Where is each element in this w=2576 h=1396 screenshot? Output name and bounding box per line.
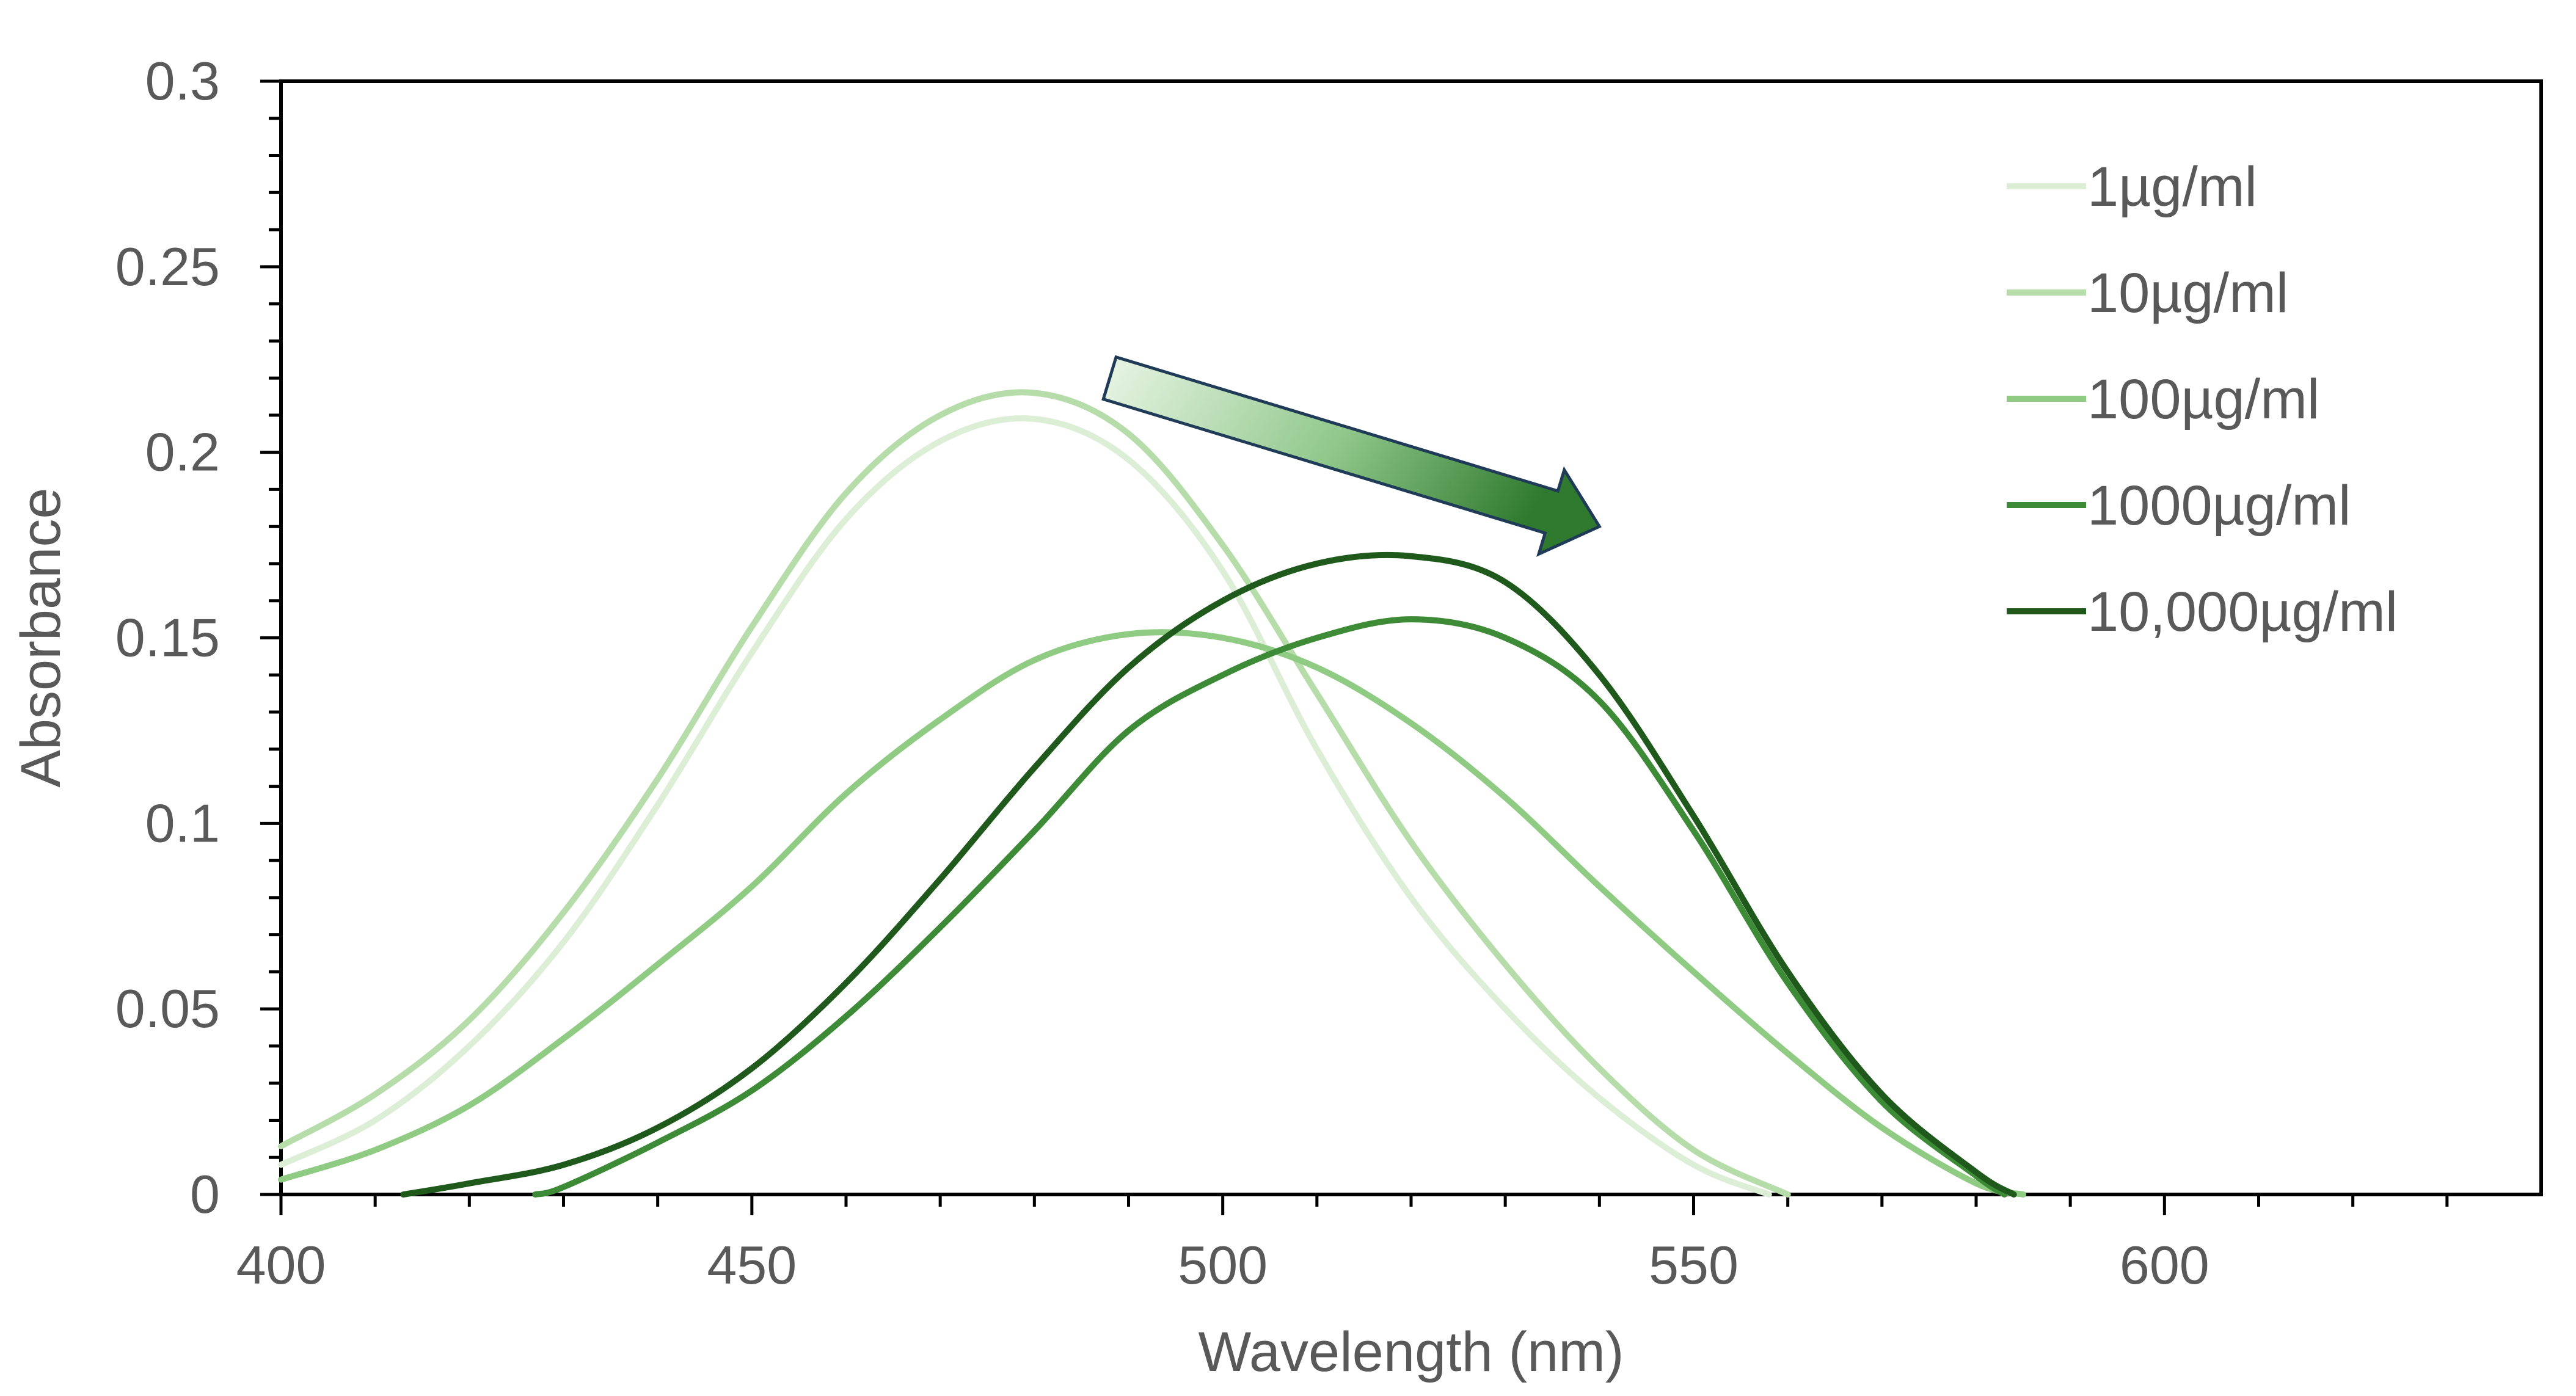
y-axis-ticks: 0 0.05 0.1 0.15 0.2 0.25 0.3 bbox=[115, 51, 281, 1224]
legend-label-4: 1000µg/ml bbox=[2087, 474, 2351, 537]
legend: 1µg/ml 10µg/ml 100µg/ml 1000µg/ml 10,000µg/m… bbox=[2007, 156, 2398, 643]
y-tick-label: 0.15 bbox=[115, 608, 220, 668]
series-line-4 bbox=[532, 616, 2008, 1198]
series-line-5 bbox=[400, 551, 2017, 1198]
y-tick-label: 0.2 bbox=[145, 422, 220, 482]
shift-arrow bbox=[1101, 355, 1602, 557]
y-axis-title: Absorbance bbox=[10, 488, 72, 788]
x-tick-label: 400 bbox=[236, 1235, 326, 1295]
x-tick-label: 600 bbox=[2120, 1235, 2209, 1295]
series-lines bbox=[278, 389, 2027, 1198]
shift-arrow-shape bbox=[1101, 355, 1602, 557]
y-tick-label: 0.05 bbox=[115, 978, 220, 1039]
x-axis-title: Wavelength (nm) bbox=[1198, 1321, 1624, 1383]
y-tick-label: 0.1 bbox=[145, 793, 220, 853]
legend-label-3: 100µg/ml bbox=[2087, 368, 2319, 431]
series-line-1 bbox=[278, 415, 1772, 1198]
legend-label-2: 10µg/ml bbox=[2087, 262, 2288, 324]
y-tick-label: 0.3 bbox=[145, 51, 220, 111]
x-tick-label: 500 bbox=[1178, 1235, 1268, 1295]
x-tick-label: 450 bbox=[707, 1235, 797, 1295]
y-tick-label: 0 bbox=[190, 1164, 220, 1224]
legend-label-1: 1µg/ml bbox=[2087, 156, 2257, 218]
x-axis-ticks: 400 450 500 550 600 bbox=[236, 1194, 2449, 1295]
y-tick-label: 0.25 bbox=[115, 236, 220, 297]
x-tick-label: 550 bbox=[1649, 1235, 1739, 1295]
series-line-2 bbox=[278, 389, 1791, 1198]
legend-label-5: 10,000µg/ml bbox=[2087, 581, 2398, 643]
